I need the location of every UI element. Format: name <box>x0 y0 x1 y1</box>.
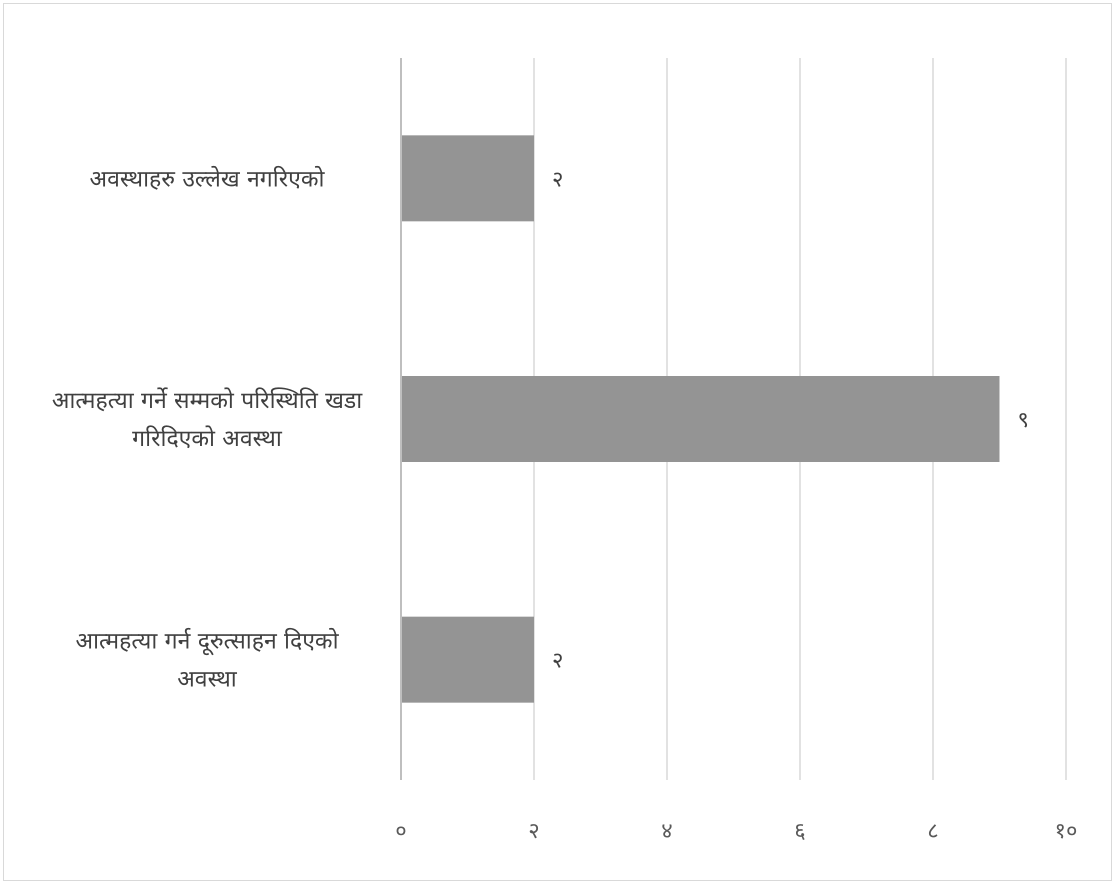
data-label: २ <box>552 649 563 674</box>
data-label: २ <box>552 167 563 192</box>
x-tick-labels: ० २ ४ ६ ८ १० <box>395 819 1077 844</box>
x-tick-label: ६ <box>794 819 805 844</box>
category-label-line: अवस्थाहरु उल्लेख नगरिएको <box>90 165 326 192</box>
category-label-line: अवस्था <box>177 667 238 693</box>
category-label: अवस्थाहरु उल्लेख नगरिएको <box>90 165 326 192</box>
category-label-line: आत्महत्या गर्न दूरुत्साहन दिएको <box>75 628 339 656</box>
category-label-line: आत्महत्या गर्ने सम्मको परिस्थिति खडा <box>52 387 363 414</box>
category-label-line: गरिदिएको अवस्था <box>132 425 283 452</box>
x-tick-label: ० <box>395 819 406 844</box>
data-label: ९ <box>1018 408 1029 433</box>
x-tick-label: ८ <box>927 819 938 844</box>
x-tick-label: १० <box>1055 819 1078 844</box>
bars <box>402 135 1000 702</box>
x-tick-label: ४ <box>661 819 672 844</box>
category-label: आत्महत्या गर्ने सम्मको परिस्थिति खडा गरिद… <box>52 387 363 452</box>
category-label: आत्महत्या गर्न दूरुत्साहन दिएको अवस्था <box>75 628 339 693</box>
bar <box>402 135 534 221</box>
bar <box>402 617 534 703</box>
category-labels: अवस्थाहरु उल्लेख नगरिएको आत्महत्या गर्ने … <box>52 165 363 692</box>
bar <box>402 376 1000 462</box>
x-tick-label: २ <box>528 819 539 844</box>
